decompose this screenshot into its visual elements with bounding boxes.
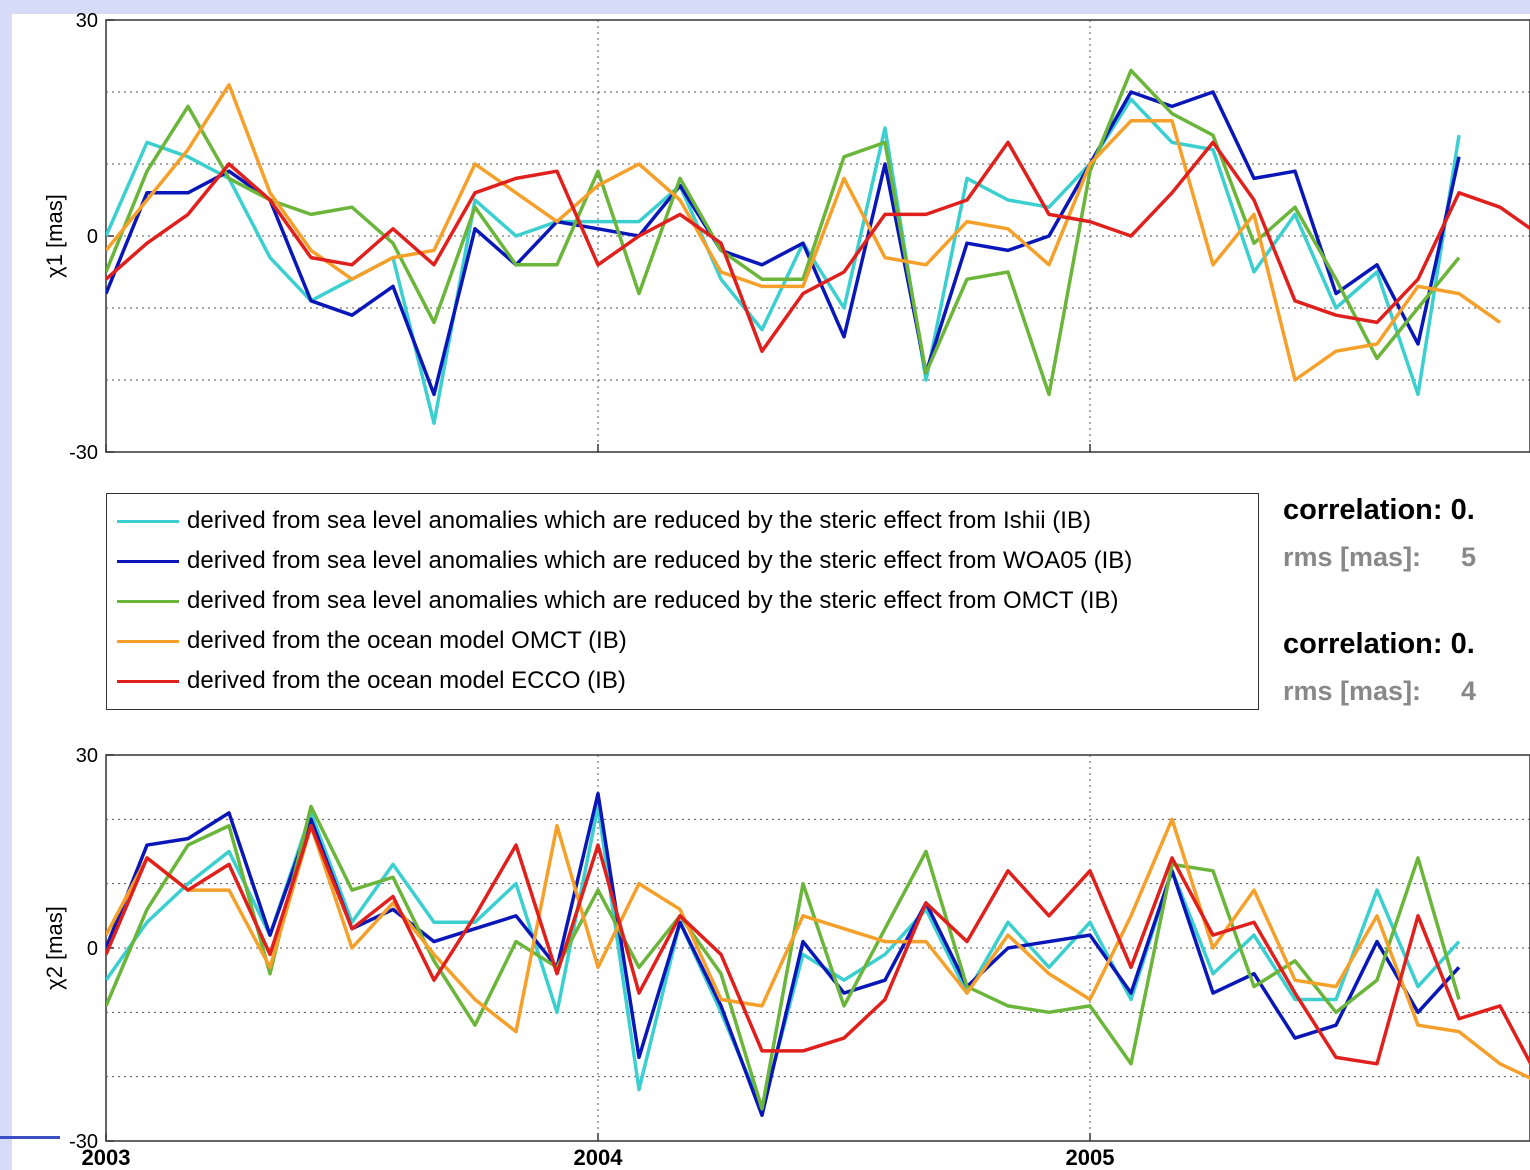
legend-swatch (117, 560, 179, 563)
legend-label: derived from sea level anomalies which a… (187, 587, 1119, 614)
rms-label: rms [mas]: (1283, 542, 1422, 572)
rms-value: 5 (1461, 542, 1477, 572)
y-tick-label: -30 (69, 1131, 98, 1153)
bottom-accent-line (0, 1136, 60, 1139)
legend-label: derived from the ocean model ECCO (IB) (187, 667, 626, 694)
y-tick-label: 0 (87, 226, 98, 248)
legend-label: derived from sea level anomalies which a… (187, 547, 1133, 574)
legend-label: derived from the ocean model OMCT (IB) (187, 627, 627, 654)
left-decor-band (0, 0, 12, 1170)
legend-item: derived from the ocean model ECCO (IB) (117, 662, 1257, 700)
legend-item: derived from sea level anomalies which a… (117, 582, 1257, 620)
y-tick-label: 30 (76, 745, 98, 767)
series-line-omct_steric (106, 68, 1461, 397)
series-line-ecco (106, 140, 1530, 353)
legend-item: derived from the ocean model OMCT (IB) (117, 622, 1257, 660)
rms-label: rms [mas]: (1283, 676, 1422, 706)
top-decor-band (0, 0, 1530, 14)
legend-item: derived from sea level anomalies which a… (117, 502, 1257, 540)
y-axis-label-chi1: χ1 [mas] (42, 194, 67, 278)
rms-line-chi1: rms [mas]: 5 (1283, 542, 1476, 573)
x-tick-label: 2004 (574, 1145, 624, 1170)
series-line-omct (106, 83, 1502, 382)
legend-item: derived from sea level anomalies which a… (117, 542, 1257, 580)
x-tick-label: 2003 (82, 1145, 131, 1170)
plot-frame (105, 754, 1530, 1142)
y-tick-label: -30 (69, 442, 98, 464)
y-axis-label-chi2: χ2 [mas] (42, 906, 67, 990)
series-line-ecco (106, 824, 1530, 1067)
rms-value: 4 (1461, 676, 1477, 706)
series-line-omct (106, 817, 1530, 1080)
y-tick-label: 30 (76, 10, 98, 32)
y-tick-label: 0 (87, 938, 98, 960)
series-line-woa05 (106, 90, 1461, 397)
rms-line-chi2: rms [mas]: 4 (1283, 676, 1476, 707)
x-tick-label: 2005 (1066, 1145, 1115, 1170)
legend-swatch (117, 600, 179, 603)
legend-swatch (117, 680, 179, 683)
legend: derived from sea level anomalies which a… (106, 493, 1259, 710)
correlation-label-chi1: correlation: 0. (1283, 494, 1475, 526)
correlation-label-chi2: correlation: 0. (1283, 628, 1475, 660)
legend-swatch (117, 640, 179, 643)
legend-label: derived from sea level anomalies which a… (187, 507, 1091, 534)
legend-swatch (117, 520, 179, 523)
